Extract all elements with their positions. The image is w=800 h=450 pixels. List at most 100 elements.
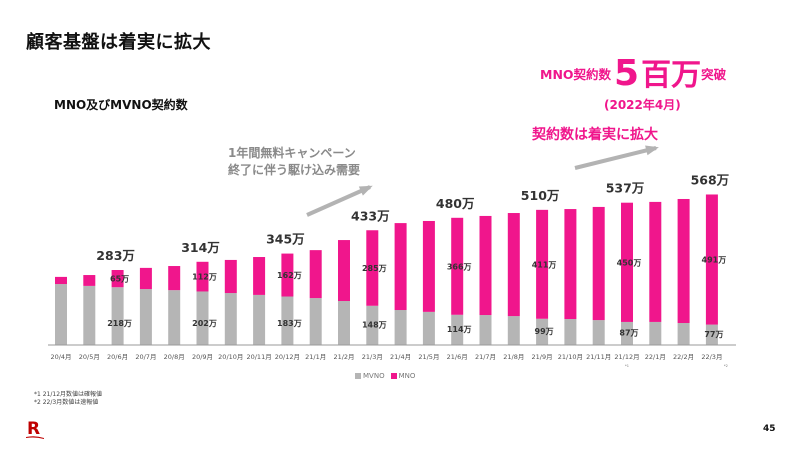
- bar-mno: [451, 217, 464, 315]
- campaign-annotation: 1年間無料キャンペーン 終了に伴う駆け込み需要: [228, 145, 360, 179]
- bar-mno: [536, 209, 549, 319]
- page-number: 45: [763, 424, 776, 434]
- bar-mvno: [55, 284, 67, 345]
- legend-swatch-mvno: [355, 373, 361, 379]
- rakuten-r-logo-icon: R: [26, 419, 44, 439]
- campaign-arrow-icon: [306, 185, 373, 217]
- x-tick-label: 21/12月: [614, 353, 639, 361]
- x-tick-label: 21/2月: [333, 353, 354, 361]
- bar-mvno: [253, 294, 266, 345]
- footnote-1: *1 21/12月数値は確報値: [34, 391, 103, 398]
- bar-mvno: [536, 318, 549, 345]
- total-label: 480万: [436, 196, 475, 211]
- bar-mvno: [224, 293, 237, 345]
- mno-value-label: 411万: [532, 260, 557, 269]
- x-tick-label: 21/3月: [362, 353, 383, 361]
- mvno-value-label: 99万: [535, 327, 554, 336]
- x-tick-label: 22/3月: [701, 353, 722, 361]
- chart-legend: MVNO MNO: [355, 372, 415, 380]
- total-label: 283万: [96, 248, 135, 263]
- mno-value-label: 450万: [617, 258, 642, 267]
- total-label: 537万: [606, 181, 645, 196]
- headline: MNO契約数5 百万突破: [540, 50, 726, 94]
- headline-suffix: 突破: [701, 67, 727, 82]
- mvno-value-label: 148万: [362, 320, 387, 329]
- bars-group: [55, 194, 718, 345]
- footnotes: *1 21/12月数値は確報値 *2 22/3月数値は速報値: [34, 391, 102, 407]
- bar-mvno: [422, 311, 435, 345]
- x-tick-label: 21/11月: [586, 353, 611, 361]
- bar-mno: [621, 202, 633, 322]
- bar-mvno: [394, 310, 407, 345]
- x-tick-label: 20/11月: [246, 353, 271, 361]
- x-tick-label: 20/8月: [164, 353, 185, 361]
- bar-mvno: [196, 291, 209, 345]
- bar-mvno: [281, 296, 294, 345]
- annotation-arrows: [306, 145, 659, 217]
- bar-mvno: [479, 315, 492, 345]
- mno-value-label: 65万: [110, 275, 129, 284]
- legend-item-mvno: MVNO: [355, 372, 385, 380]
- legend-swatch-mno: [390, 373, 397, 379]
- mvno-value-label: 77万: [704, 330, 723, 339]
- x-tick-label: 21/1月: [305, 353, 326, 361]
- bar-mno: [253, 257, 266, 295]
- x-tick-label: 20/6月: [107, 353, 128, 361]
- bar-mno: [55, 276, 67, 285]
- bar-mvno: [564, 319, 577, 345]
- mvno-value-label: 218万: [107, 319, 132, 328]
- bar-mno: [281, 253, 294, 297]
- bar-mvno: [677, 323, 690, 345]
- bar-mvno: [139, 289, 152, 345]
- legend-label-mvno: MVNO: [363, 372, 385, 380]
- mvno-value-label: 202万: [192, 319, 217, 328]
- bar-mvno: [366, 305, 379, 345]
- mvno-value-label: 114万: [447, 325, 472, 334]
- mvno-value-label: 183万: [277, 319, 302, 328]
- total-label: 314万: [181, 240, 220, 255]
- headline-number: 5: [614, 53, 639, 94]
- bar-mvno: [705, 324, 718, 345]
- total-label: 433万: [351, 208, 390, 223]
- bar-mvno: [621, 321, 633, 345]
- x-tick-label: 21/10月: [558, 353, 583, 361]
- bar-mno: [564, 209, 577, 320]
- headline-prefix: MNO契約数: [540, 67, 612, 82]
- bar-mvno: [309, 298, 322, 345]
- legend-item-mno: MNO: [390, 372, 416, 380]
- x-tick-label: 21/8月: [503, 353, 524, 361]
- x-tick-label: 22/2月: [673, 353, 694, 361]
- x-tick-label: 21/9月: [532, 353, 553, 361]
- x-tick-label: 21/5月: [418, 353, 439, 361]
- mno-value-label: 112万: [192, 273, 217, 282]
- data-labels: 283万 314万 345万 433万 480万 510万 537万 568万 65万 218万 1…: [96, 172, 729, 338]
- mno-value-label: 366万: [447, 262, 472, 271]
- x-axis: 20/4月 20/5月 20/6月 20/7月 20/8月 20/9月 20/10月 20/1…: [48, 344, 736, 368]
- bar-mno: [224, 259, 237, 294]
- bar-mno: [394, 223, 407, 311]
- x-tick-footnote-mark: *1: [625, 364, 629, 368]
- bar-mno: [422, 220, 435, 312]
- x-tick-label: 20/5月: [79, 353, 100, 361]
- bar-mvno: [168, 290, 181, 345]
- mno-value-label: 285万: [362, 264, 387, 273]
- bar-mno: [168, 266, 181, 291]
- x-tick-label: 21/4月: [390, 353, 411, 361]
- legend-label-mno: MNO: [398, 372, 416, 380]
- page-title: 顧客基盤は着実に拡大: [26, 32, 211, 53]
- x-tick-label: 21/6月: [447, 353, 468, 361]
- campaign-line-2: 終了に伴う駆け込み需要: [228, 163, 361, 177]
- total-label: 345万: [266, 232, 305, 247]
- bar-mno: [111, 270, 124, 288]
- svg-text:R: R: [27, 419, 40, 439]
- x-tick-label: 22/1月: [645, 353, 666, 361]
- bar-mno: [677, 198, 690, 324]
- chart-subtitle: MNO及びMVNO契約数: [54, 98, 188, 112]
- growth-text: 契約数は着実に拡大: [532, 127, 658, 143]
- x-tick-label: 21/7月: [475, 353, 496, 361]
- x-tick-label: 20/4月: [50, 353, 71, 361]
- headline-unit: 百万: [641, 58, 702, 93]
- x-tick-label: 20/7月: [135, 353, 156, 361]
- bar-mno: [649, 201, 662, 322]
